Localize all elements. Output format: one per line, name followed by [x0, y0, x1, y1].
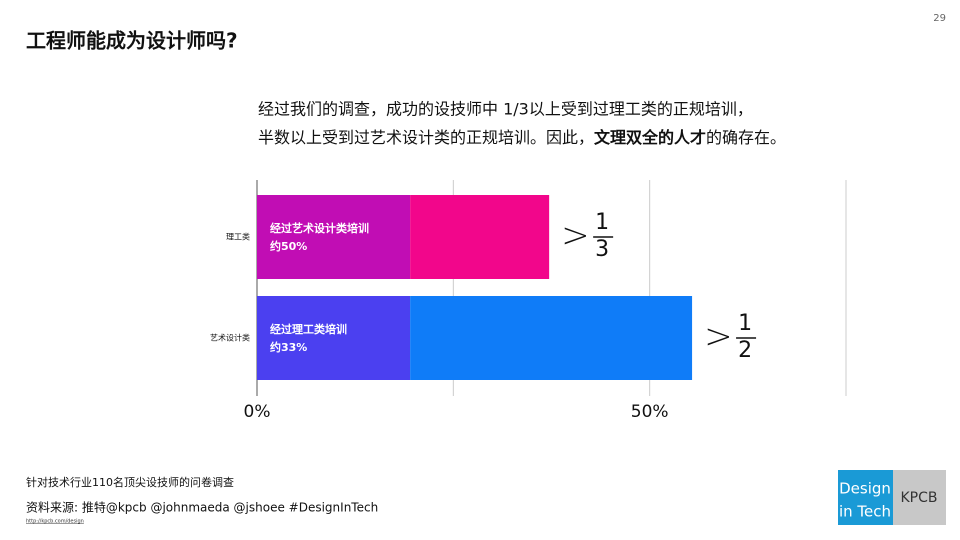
logo-text: Design	[839, 480, 891, 498]
logo-box	[893, 470, 946, 525]
logo-box	[838, 470, 893, 525]
footer-url: http://kpcb.com/design	[26, 519, 84, 525]
footer-note: 针对技术行业110名顶尖设技师的问卷调查	[26, 475, 234, 489]
page-number: 29	[933, 13, 946, 24]
logo-text: in Tech	[839, 503, 891, 521]
subtitle-text: 半数以上受到过艺术设计类的正规培训。因此，	[258, 128, 594, 147]
bar-label: 约50%	[270, 239, 307, 253]
logo-brand: KPCB	[900, 490, 937, 506]
fraction-numerator: 1	[595, 210, 609, 235]
category-label: 理工类	[226, 232, 250, 242]
title: 工程师能成为设计师吗?	[26, 29, 238, 53]
bar	[410, 195, 550, 279]
bar-label: 经过理工类培训	[270, 322, 347, 336]
fraction-denominator: 3	[595, 237, 609, 262]
fraction-symbol: >	[561, 216, 590, 256]
subtitle-line: 经过我们的调查，成功的设技师中 1/3以上受到过理工类的正规培训，	[258, 100, 753, 119]
category-label: 艺术设计类	[210, 333, 250, 343]
subtitle-line: 半数以上受到过艺术设计类的正规培训。因此，文理双全的人才的确存在。	[258, 128, 786, 147]
bar	[410, 296, 693, 380]
fraction-numerator: 1	[738, 311, 752, 336]
subtitle-bold: 文理双全的人才	[594, 128, 706, 147]
bar-label: 经过艺术设计类培训	[270, 221, 369, 235]
bar-label: 约33%	[270, 340, 307, 354]
x-tick-label: 50%	[631, 402, 669, 422]
bar	[257, 296, 411, 380]
bar	[257, 195, 411, 279]
fraction-denominator: 2	[738, 338, 752, 363]
subtitle-text: 的确存在。	[706, 128, 786, 147]
fraction-symbol: >	[704, 317, 733, 357]
x-tick-label: 0%	[244, 402, 271, 422]
footer-source: 资料来源: 推特@kpcb @johnmaeda @jshoee #Design…	[26, 500, 378, 515]
